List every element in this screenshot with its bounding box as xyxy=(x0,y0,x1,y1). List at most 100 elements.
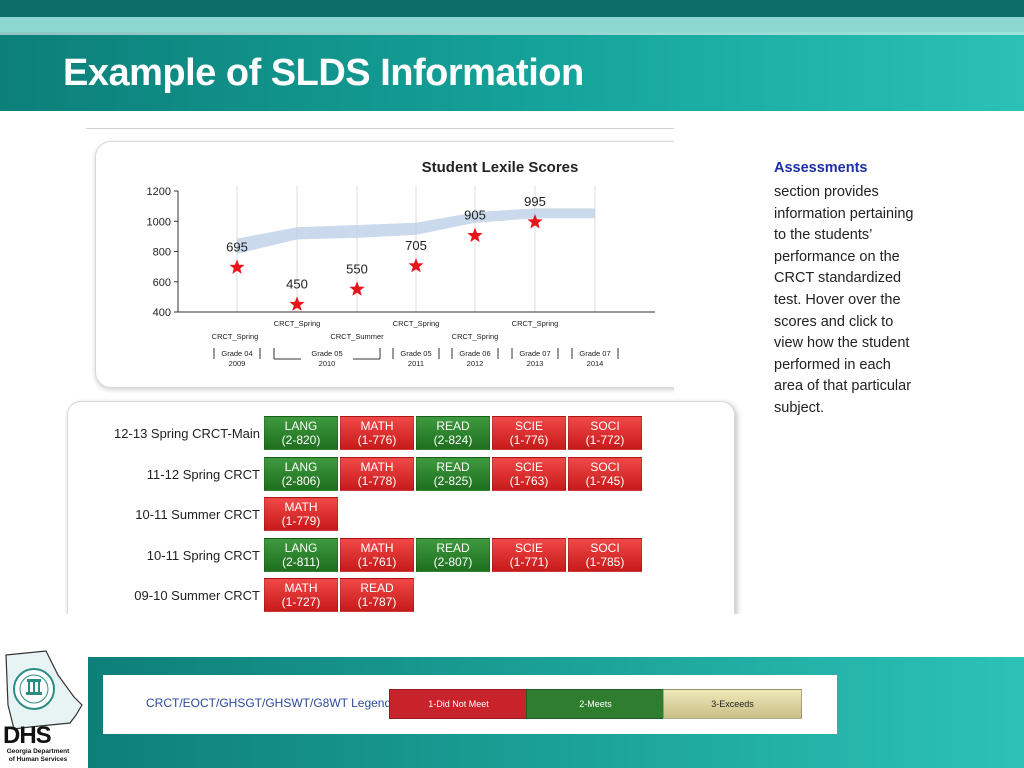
grade-label: Grade 07 xyxy=(579,349,610,358)
assessment-label: 12-13 Spring CRCT-Main xyxy=(114,425,260,441)
score-value: (2-825) xyxy=(433,474,473,488)
georgia-seal-icon xyxy=(5,650,83,730)
score-cell[interactable]: READ (2-824) xyxy=(416,416,490,450)
legend-did-not-meet: 1-Did Not Meet xyxy=(389,689,528,719)
grade-label: Grade 07 xyxy=(519,349,550,358)
year-label: 2009 xyxy=(229,359,246,368)
score-value: (2-806) xyxy=(281,474,321,488)
y-tick-label: 600 xyxy=(153,277,171,289)
data-point-star xyxy=(349,281,365,296)
score-value: (1-761) xyxy=(357,555,397,569)
score-cell[interactable]: MATH (1-761) xyxy=(340,538,414,572)
score-cell[interactable]: LANG (2-811) xyxy=(264,538,338,572)
sidebar-body: section provides information pertaining … xyxy=(774,184,914,416)
assessment-label: 09-10 Summer CRCT xyxy=(134,587,260,603)
lexile-chart: Student Lexile Scores 40060080010001200 … xyxy=(147,159,655,368)
data-label: 550 xyxy=(346,261,368,276)
score-value: (1-763) xyxy=(509,474,549,488)
data-label: 905 xyxy=(464,208,486,223)
data-label: 995 xyxy=(524,194,546,209)
trend-band xyxy=(237,208,595,254)
year-label: 2012 xyxy=(467,359,484,368)
assessment-label: 10-11 Spring CRCT xyxy=(146,547,260,563)
score-cell[interactable]: MATH (1-727) xyxy=(264,578,338,612)
score-value: (2-807) xyxy=(433,555,473,569)
data-label: 705 xyxy=(405,238,427,253)
score-cell[interactable]: READ (2-825) xyxy=(416,457,490,491)
legend-meets: 2-Meets xyxy=(526,689,665,719)
score-cell[interactable]: SCIE (1-763) xyxy=(492,457,566,491)
year-label: 2011 xyxy=(408,359,424,368)
score-cell[interactable]: LANG (2-820) xyxy=(264,416,338,450)
score-cell[interactable]: SOCI (1-785) xyxy=(568,538,642,572)
score-value: (1-745) xyxy=(585,474,625,488)
score-cell[interactable]: LANG (2-806) xyxy=(264,457,338,491)
year-label: 2013 xyxy=(527,359,544,368)
data-label: 695 xyxy=(226,239,248,254)
subject-label: READ xyxy=(436,419,470,433)
data-label: 450 xyxy=(286,276,308,291)
y-tick-label: 1000 xyxy=(147,216,171,228)
y-tick-label: 400 xyxy=(153,307,171,319)
title-band-line xyxy=(0,32,1024,35)
subject-label: READ xyxy=(360,581,394,595)
x-test-label: CRCT_Spring xyxy=(393,319,440,328)
score-value: (1-778) xyxy=(357,474,397,488)
chart-band xyxy=(237,208,595,254)
chart-marks: 695 450 550 705 905 995 xyxy=(226,194,546,311)
chart-title: Student Lexile Scores xyxy=(422,159,579,176)
assessment-label: 10-11 Summer CRCT xyxy=(135,506,260,522)
subject-label: MATH xyxy=(360,419,394,433)
subject-label: MATH xyxy=(360,460,394,474)
score-cell[interactable]: MATH (1-778) xyxy=(340,457,414,491)
score-cell[interactable]: MATH (1-779) xyxy=(264,497,338,531)
score-cell[interactable]: SCIE (1-771) xyxy=(492,538,566,572)
x-test-label: CRCT_Spring xyxy=(512,319,559,328)
score-value: (2-811) xyxy=(282,555,320,569)
score-cell[interactable]: MATH (1-776) xyxy=(340,416,414,450)
subject-label: READ xyxy=(436,460,470,474)
score-value: (1-776) xyxy=(509,433,549,447)
score-value: (1-771) xyxy=(509,555,549,569)
subject-label: SCIE xyxy=(514,460,543,474)
score-cell[interactable]: READ (1-787) xyxy=(340,578,414,612)
score-value: (1-776) xyxy=(357,433,397,447)
score-value: (1-779) xyxy=(281,514,321,528)
sidebar-heading: Assessments xyxy=(774,160,868,176)
subject-label: LANG xyxy=(284,541,318,555)
assessment-row: 10-11 Summer CRCT MATH (1-779) xyxy=(70,497,340,531)
year-label: 2014 xyxy=(587,359,604,368)
chart-panel xyxy=(95,141,697,388)
subject-label: MATH xyxy=(284,581,318,595)
score-cell[interactable]: SCIE (1-776) xyxy=(492,416,566,450)
chart-top-rule xyxy=(86,128,674,129)
subject-label: SOCI xyxy=(590,419,620,433)
chart-axes: 400 600 800 1000 1200 xyxy=(147,186,655,319)
score-value: (1-727) xyxy=(281,595,321,609)
score-cell[interactable]: READ (2-807) xyxy=(416,538,490,572)
subject-label: SCIE xyxy=(514,419,543,433)
assessment-row: 11-12 Spring CRCT LANG (2-806) MATH (1-778) R… xyxy=(70,457,644,491)
title-band-highlight xyxy=(0,17,1024,32)
logo-org: Georgia Department of Human Services xyxy=(6,748,70,763)
slide-title: Example of SLDS Information xyxy=(63,52,584,94)
subject-label: MATH xyxy=(284,500,318,514)
legend-exceeds: 3-Exceeds xyxy=(663,689,802,719)
score-value: (2-820) xyxy=(281,433,321,447)
score-cell[interactable]: SOCI (1-772) xyxy=(568,416,642,450)
panel-crop xyxy=(60,614,750,657)
score-value: (2-824) xyxy=(433,433,473,447)
score-cell[interactable]: SOCI (1-745) xyxy=(568,457,642,491)
x-test-label: CRCT_Spring xyxy=(212,332,259,341)
data-point-star xyxy=(229,259,245,274)
subject-label: SOCI xyxy=(590,541,620,555)
assessment-row: 09-10 Summer CRCT MATH (1-727) READ (1-787) xyxy=(70,578,416,612)
x-test-label: CRCT_Spring xyxy=(274,319,321,328)
data-point-star xyxy=(289,296,305,311)
grade-label: Grade 05 xyxy=(311,349,342,358)
grade-label: Grade 06 xyxy=(459,349,490,358)
logo-abbr: DHS xyxy=(3,722,52,749)
subject-label: MATH xyxy=(360,541,394,555)
subject-label: SCIE xyxy=(514,541,543,555)
data-point-star xyxy=(527,214,543,229)
